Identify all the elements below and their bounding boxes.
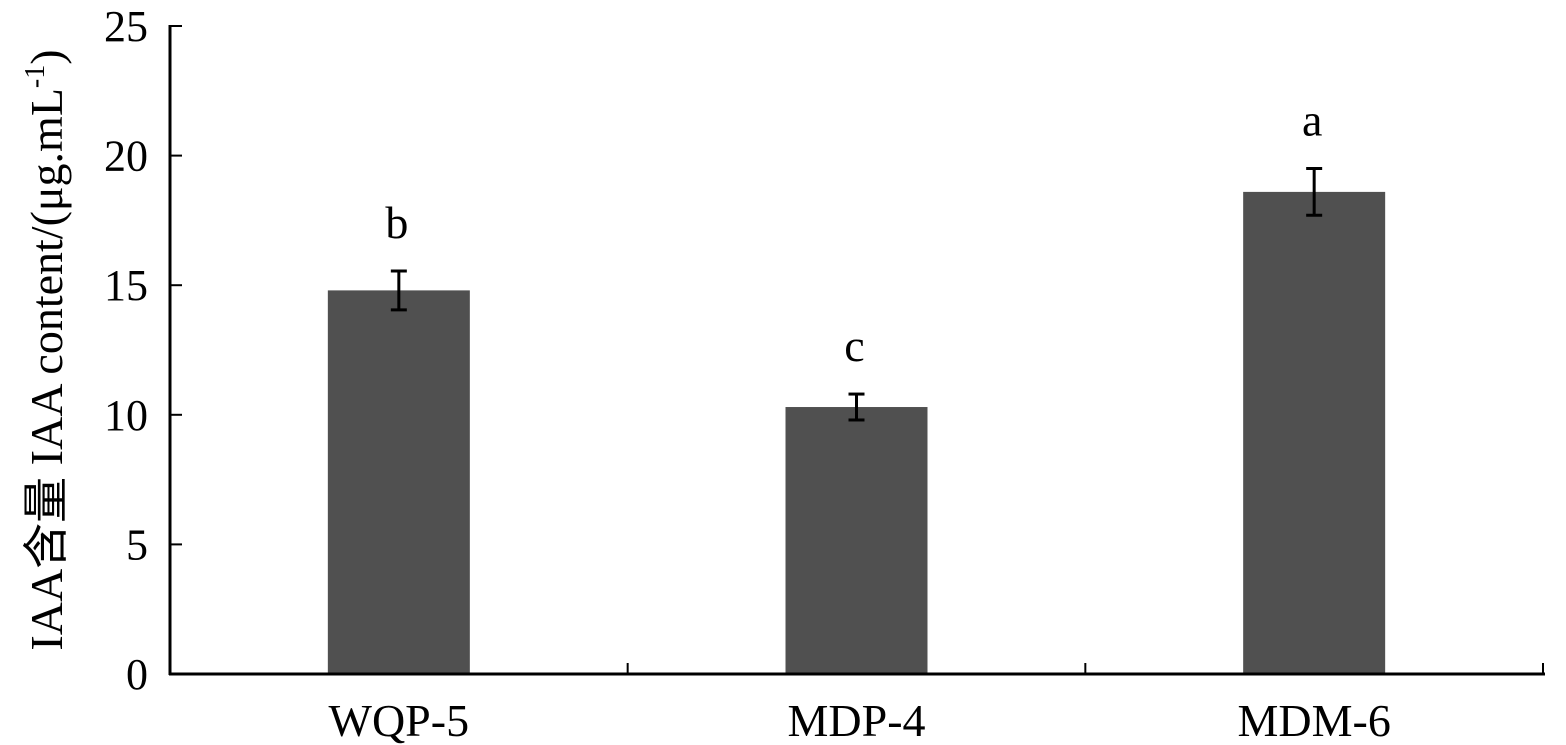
y-tick-label: 0 (126, 650, 148, 699)
significance-letter: c (844, 320, 864, 371)
significance-letter: a (1302, 95, 1322, 146)
y-tick-label: 25 (104, 2, 148, 51)
y-tick-label: 10 (104, 391, 148, 440)
bar-mdm-6 (1243, 191, 1386, 674)
x-tick-label: WQP-5 (329, 695, 470, 745)
y-axis-label: IAA含量 IAA content/(μg.mL-1) (20, 49, 72, 650)
error-bar (1306, 167, 1323, 217)
bar-wqp-5 (327, 290, 470, 674)
y-tick-label: 20 (104, 132, 148, 181)
y-tick-label: 5 (126, 520, 148, 569)
x-tick-label: MDM-6 (1237, 695, 1390, 745)
error-bar (390, 269, 407, 312)
x-tick-label: MDP-4 (787, 695, 925, 745)
y-axis-label-close: ) (21, 49, 72, 64)
y-axis-label-main: IAA含量 IAA content/(μg.mL (21, 88, 72, 651)
y-tick-label: 15 (104, 261, 148, 310)
y-axis-ticks: 0 5 10 15 20 25 (104, 2, 182, 699)
error-bar (848, 392, 865, 422)
significance-letter: b (385, 197, 408, 248)
x-axis-ticks: WQP-5 MDP-4 MDM-6 (329, 663, 1544, 745)
bars: b c a (327, 95, 1386, 674)
bar-mdp-4 (785, 407, 928, 674)
y-axis-label-superscript: -1 (20, 65, 51, 88)
